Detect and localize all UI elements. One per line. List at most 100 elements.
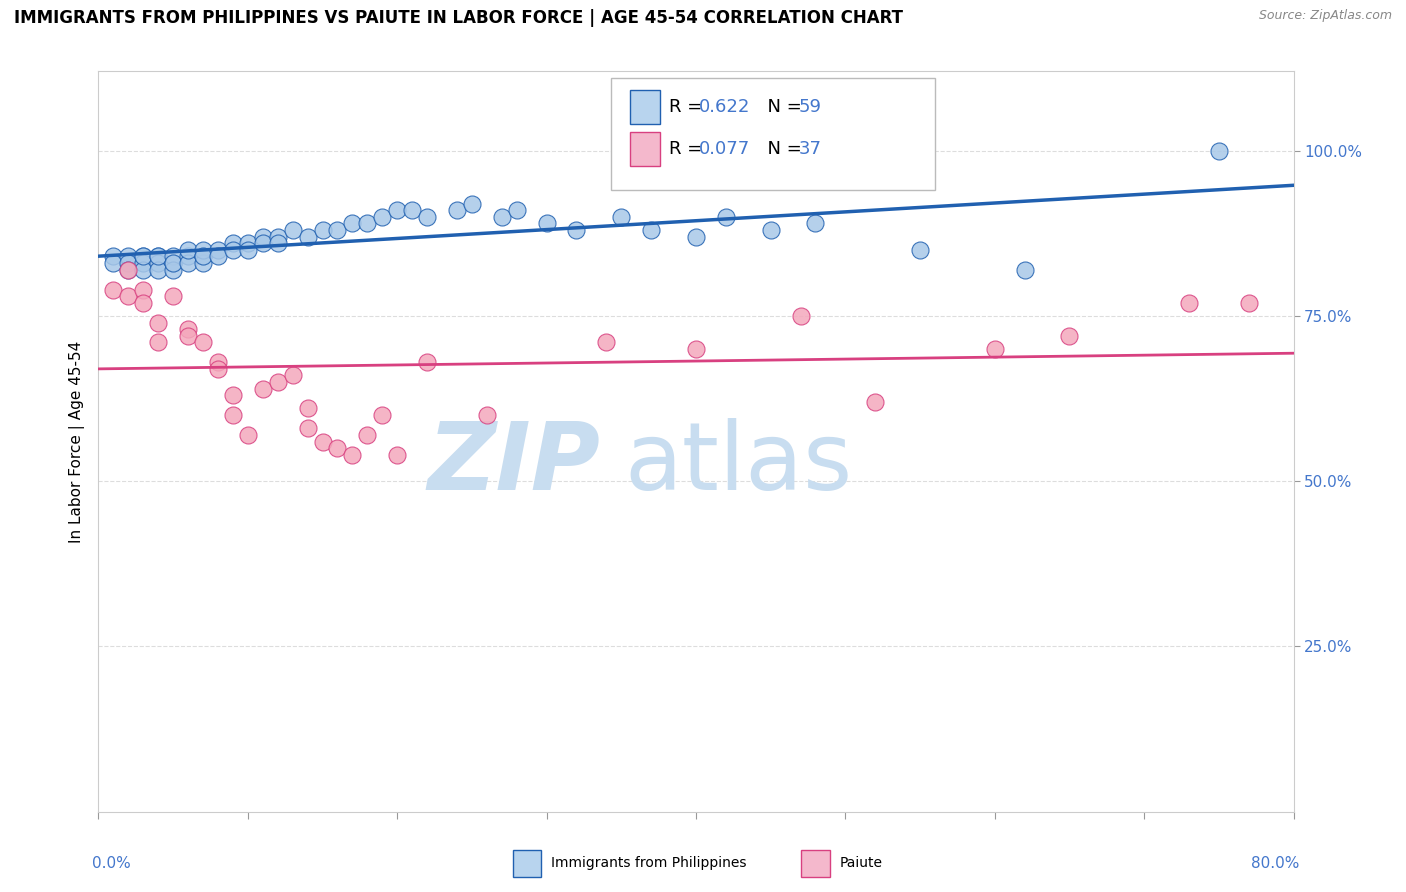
Point bbox=[342, 448, 364, 462]
Point bbox=[191, 256, 214, 270]
Point bbox=[1237, 295, 1260, 310]
Point bbox=[117, 256, 139, 270]
Text: R =: R = bbox=[669, 140, 707, 159]
Point bbox=[148, 262, 170, 277]
Point bbox=[222, 388, 245, 402]
Point bbox=[385, 448, 409, 462]
Point bbox=[132, 262, 155, 277]
Point bbox=[162, 289, 184, 303]
Point bbox=[983, 342, 1005, 356]
Point bbox=[207, 243, 229, 257]
Point bbox=[252, 382, 274, 396]
Point bbox=[207, 250, 229, 264]
Point bbox=[236, 243, 259, 257]
Point bbox=[148, 316, 170, 330]
Point bbox=[162, 256, 184, 270]
Point bbox=[326, 223, 349, 237]
Text: Immigrants from Philippines: Immigrants from Philippines bbox=[551, 856, 747, 871]
Y-axis label: In Labor Force | Age 45-54: In Labor Force | Age 45-54 bbox=[69, 341, 84, 542]
Point bbox=[281, 368, 304, 383]
Point bbox=[1178, 295, 1201, 310]
Point bbox=[385, 203, 409, 218]
Point bbox=[789, 309, 811, 323]
Point bbox=[714, 210, 737, 224]
Point bbox=[1014, 262, 1036, 277]
Point bbox=[640, 223, 662, 237]
Point bbox=[132, 283, 155, 297]
Point bbox=[908, 243, 931, 257]
Point bbox=[207, 361, 229, 376]
Point bbox=[177, 256, 200, 270]
Point bbox=[371, 408, 394, 422]
Point bbox=[177, 250, 200, 264]
Text: N =: N = bbox=[756, 140, 807, 159]
Point bbox=[461, 196, 484, 211]
Point bbox=[177, 328, 200, 343]
Point bbox=[117, 250, 139, 264]
Text: 0.077: 0.077 bbox=[699, 140, 749, 159]
Text: Source: ZipAtlas.com: Source: ZipAtlas.com bbox=[1258, 9, 1392, 22]
Point bbox=[416, 355, 439, 369]
Point bbox=[759, 223, 782, 237]
Text: N =: N = bbox=[756, 98, 807, 117]
Point bbox=[162, 250, 184, 264]
Point bbox=[804, 216, 827, 230]
Point bbox=[117, 262, 139, 277]
Text: 59: 59 bbox=[799, 98, 821, 117]
Text: Paiute: Paiute bbox=[839, 856, 883, 871]
Point bbox=[610, 210, 633, 224]
Point bbox=[132, 250, 155, 264]
Point bbox=[117, 289, 139, 303]
Point bbox=[281, 223, 304, 237]
Point bbox=[177, 243, 200, 257]
Point bbox=[401, 203, 423, 218]
Point bbox=[416, 210, 439, 224]
Point bbox=[356, 428, 378, 442]
Point bbox=[148, 250, 170, 264]
Point bbox=[103, 283, 125, 297]
Point bbox=[536, 216, 558, 230]
Point bbox=[342, 216, 364, 230]
Point bbox=[252, 236, 274, 251]
Text: 80.0%: 80.0% bbox=[1251, 856, 1299, 871]
Point bbox=[132, 295, 155, 310]
Point bbox=[132, 250, 155, 264]
Point bbox=[222, 243, 245, 257]
Point bbox=[252, 229, 274, 244]
Text: atlas: atlas bbox=[624, 417, 852, 509]
Point bbox=[297, 229, 319, 244]
Point bbox=[222, 236, 245, 251]
Point bbox=[1208, 144, 1230, 158]
Point bbox=[191, 243, 214, 257]
Point bbox=[491, 210, 513, 224]
Point bbox=[475, 408, 498, 422]
Point bbox=[103, 256, 125, 270]
Text: ZIP: ZIP bbox=[427, 417, 600, 509]
Point bbox=[148, 256, 170, 270]
Text: 0.622: 0.622 bbox=[699, 98, 749, 117]
Text: R =: R = bbox=[669, 98, 707, 117]
Point bbox=[1059, 328, 1081, 343]
Point bbox=[297, 421, 319, 435]
Point bbox=[595, 335, 617, 350]
Point bbox=[236, 236, 259, 251]
Point bbox=[267, 236, 290, 251]
Point bbox=[236, 428, 259, 442]
Point bbox=[565, 223, 588, 237]
Point bbox=[148, 335, 170, 350]
Point bbox=[177, 322, 200, 336]
Point bbox=[148, 250, 170, 264]
Point bbox=[103, 250, 125, 264]
Point bbox=[311, 223, 333, 237]
Point bbox=[267, 229, 290, 244]
Point bbox=[685, 229, 707, 244]
Point bbox=[311, 434, 333, 449]
Text: 37: 37 bbox=[799, 140, 821, 159]
Point bbox=[297, 401, 319, 416]
Point bbox=[132, 256, 155, 270]
Point bbox=[446, 203, 468, 218]
Point bbox=[191, 250, 214, 264]
Point bbox=[162, 256, 184, 270]
Point bbox=[865, 395, 887, 409]
Point bbox=[117, 262, 139, 277]
